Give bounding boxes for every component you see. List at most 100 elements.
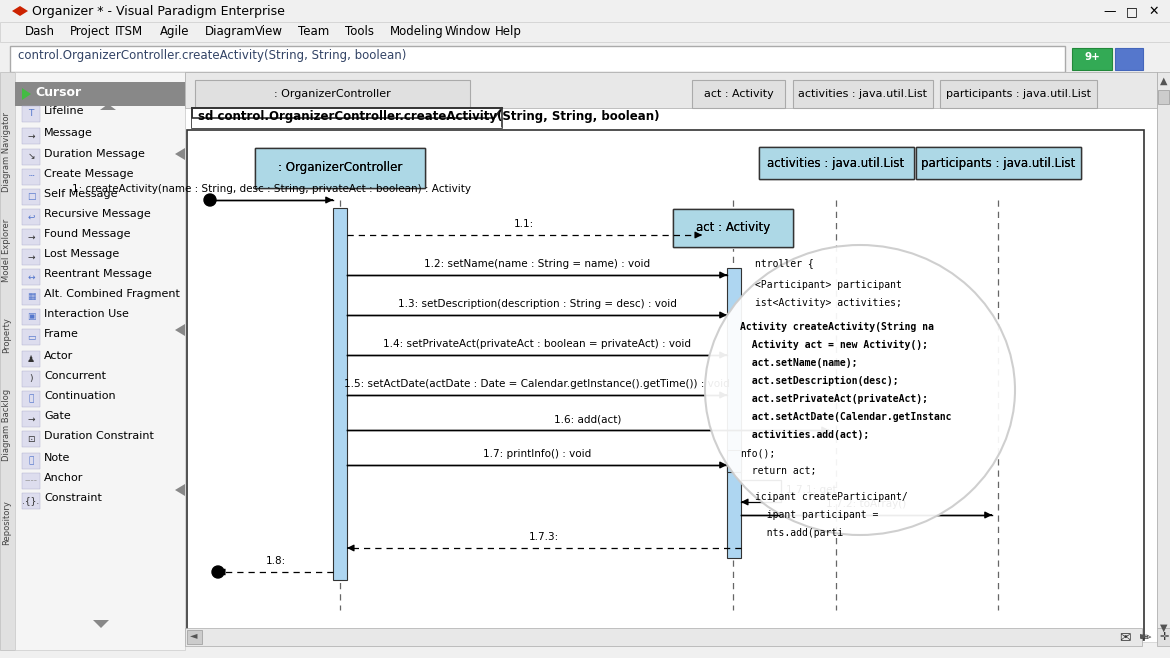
Text: Lost Message: Lost Message <box>44 249 119 259</box>
Text: 1.3: setDescription(description : String = desc) : void: 1.3: setDescription(description : String… <box>398 299 676 309</box>
Text: ┄: ┄ <box>28 172 34 182</box>
Bar <box>22 351 40 367</box>
Text: ipant participant =: ipant participant = <box>755 510 885 520</box>
Bar <box>22 209 40 225</box>
Bar <box>185 628 1142 646</box>
Text: activities : java.util.List: activities : java.util.List <box>768 157 904 170</box>
Bar <box>793 80 932 108</box>
Text: Organizer * - Visual Paradigm Enterprise: Organizer * - Visual Paradigm Enterprise <box>32 5 284 18</box>
Text: Model Explorer: Model Explorer <box>2 218 12 282</box>
Text: ⊡: ⊡ <box>27 434 35 443</box>
Text: Found Message: Found Message <box>44 229 131 239</box>
Polygon shape <box>22 88 30 100</box>
Text: act : Activity: act : Activity <box>696 222 770 234</box>
Bar <box>940 80 1097 108</box>
Bar <box>255 148 425 188</box>
Text: : OrganizerController: : OrganizerController <box>277 161 402 174</box>
Text: ♟: ♟ <box>27 355 35 363</box>
Bar <box>727 268 741 558</box>
Bar <box>22 371 40 387</box>
Bar <box>0 0 1170 22</box>
Bar <box>727 450 741 472</box>
Bar <box>22 289 40 305</box>
Text: Self Message: Self Message <box>44 189 117 199</box>
Text: 9+: 9+ <box>1085 52 1100 62</box>
Text: 1.4: setPrivateAct(privateAct : boolean = privateAct) : void: 1.4: setPrivateAct(privateAct : boolean … <box>383 339 691 349</box>
Bar <box>22 431 40 447</box>
Text: ◄: ◄ <box>190 630 198 640</box>
Text: ----: ---- <box>25 476 37 486</box>
Bar <box>22 453 40 469</box>
Text: View: View <box>255 25 283 38</box>
Text: Interaction Use: Interaction Use <box>44 309 129 319</box>
Bar <box>22 189 40 205</box>
Bar <box>673 209 793 247</box>
Text: Reentrant Message: Reentrant Message <box>44 269 152 279</box>
Bar <box>759 147 914 179</box>
Bar <box>1158 90 1169 104</box>
Text: Continuation: Continuation <box>44 391 116 401</box>
Text: 1: createActivity(name : String, desc : String, privateAct : boolean) : Activity: 1: createActivity(name : String, desc : … <box>73 184 472 194</box>
Text: Cursor: Cursor <box>35 86 81 99</box>
Bar <box>187 130 1144 640</box>
Bar <box>0 22 1170 42</box>
Text: participants : java.util.List: participants : java.util.List <box>921 157 1075 170</box>
Text: Create Message: Create Message <box>44 169 133 179</box>
Text: act.setDescription(desc);: act.setDescription(desc); <box>739 376 899 386</box>
Text: ►: ► <box>1140 630 1148 640</box>
Text: ▼: ▼ <box>1161 623 1168 633</box>
Bar <box>0 72 15 650</box>
Bar <box>15 82 185 106</box>
Text: act.setName(name);: act.setName(name); <box>739 358 858 368</box>
Text: activities : java.util.List: activities : java.util.List <box>798 89 928 99</box>
Bar <box>1157 72 1170 628</box>
Text: ✏: ✏ <box>1140 631 1151 645</box>
Text: ist<Activity> activities;: ist<Activity> activities; <box>755 298 902 308</box>
Text: participants : java.util.List: participants : java.util.List <box>947 89 1090 99</box>
Text: icipant createParticipant/: icipant createParticipant/ <box>755 492 908 502</box>
Text: ▲: ▲ <box>1161 76 1168 86</box>
Text: Concurrent: Concurrent <box>44 371 106 381</box>
Text: Diagram Navigator: Diagram Navigator <box>2 111 12 191</box>
Text: control.OrganizerController.createActivity(String, String, boolean): control.OrganizerController.createActivi… <box>18 49 406 62</box>
Polygon shape <box>192 108 502 128</box>
Text: ▣: ▣ <box>27 313 35 322</box>
Bar <box>22 411 40 427</box>
Ellipse shape <box>706 245 1016 535</box>
Bar <box>22 149 40 165</box>
Text: .{}.: .{}. <box>22 497 40 505</box>
Bar <box>1115 48 1143 70</box>
Text: Duration Message: Duration Message <box>44 149 145 159</box>
Text: Recursive Message: Recursive Message <box>44 209 151 219</box>
Text: <Participant> participant: <Participant> participant <box>755 280 902 290</box>
Text: Team: Team <box>298 25 329 38</box>
Text: Diagram: Diagram <box>205 25 256 38</box>
Text: Alt. Combined Fragment: Alt. Combined Fragment <box>44 289 180 299</box>
Bar <box>691 80 785 108</box>
Text: Message: Message <box>44 128 92 138</box>
Circle shape <box>204 194 216 206</box>
Polygon shape <box>176 324 185 336</box>
Text: 1.8:: 1.8: <box>266 556 285 566</box>
Text: ✛: ✛ <box>1159 632 1169 642</box>
Bar <box>22 169 40 185</box>
Bar <box>22 493 40 509</box>
Text: 1.7.1: get: 1.7.1: get <box>786 485 837 495</box>
Text: 1.7.2: toArray(): 1.7.2: toArray() <box>826 499 907 509</box>
Bar <box>759 147 914 181</box>
Text: 1.1:: 1.1: <box>514 219 534 229</box>
Bar <box>916 147 1081 179</box>
Bar <box>1072 48 1112 70</box>
Text: Help: Help <box>495 25 522 38</box>
Bar <box>11 46 1065 72</box>
Text: sd control.OrganizerController.createActivity(String, String, boolean): sd control.OrganizerController.createAct… <box>198 110 660 123</box>
Bar <box>255 148 425 188</box>
Text: Window: Window <box>445 25 491 38</box>
Text: : OrganizerController: : OrganizerController <box>274 89 391 99</box>
Text: ✕: ✕ <box>1149 5 1159 18</box>
Text: Gate: Gate <box>44 411 70 421</box>
Text: 1.7: printInfo() : void: 1.7: printInfo() : void <box>483 449 591 459</box>
Text: ITSM: ITSM <box>115 25 143 38</box>
Text: nts.add(parti: nts.add(parti <box>755 528 844 538</box>
Polygon shape <box>192 118 502 128</box>
